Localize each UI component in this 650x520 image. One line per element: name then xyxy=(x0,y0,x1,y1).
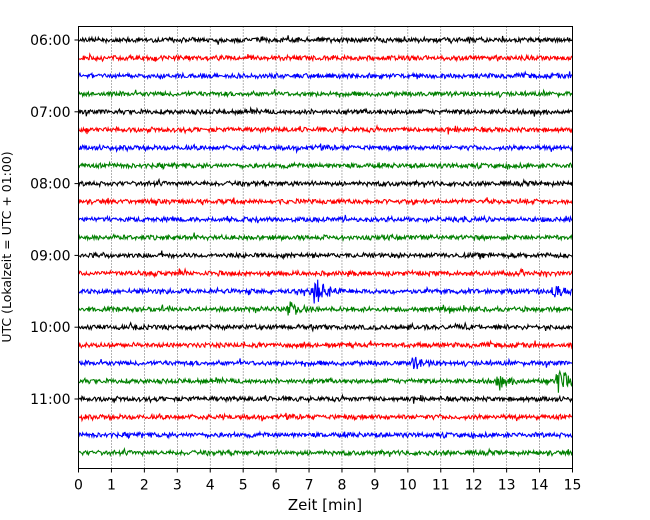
x-tick-label-13: 13 xyxy=(498,478,516,494)
trace-17 xyxy=(77,339,574,350)
x-tick-label-15: 15 xyxy=(564,478,582,494)
trace-8 xyxy=(77,177,574,189)
y-tick-label-0: 06:00 xyxy=(30,33,70,49)
y-tick-label-4: 10:00 xyxy=(30,320,70,336)
trace-11 xyxy=(77,232,573,243)
trace-15 xyxy=(77,301,573,316)
x-tick-label-3: 3 xyxy=(173,478,182,494)
x-tick-label-6: 6 xyxy=(272,478,281,494)
trace-0 xyxy=(78,35,574,45)
x-tick-label-7: 7 xyxy=(305,478,314,494)
trace-16 xyxy=(78,321,573,333)
x-grid-lines xyxy=(111,26,540,469)
x-tick-label-2: 2 xyxy=(140,478,149,494)
x-tick-label-1: 1 xyxy=(107,478,116,494)
trace-2 xyxy=(77,70,573,81)
trace-21 xyxy=(78,412,574,423)
x-tick-label-10: 10 xyxy=(399,478,417,494)
plot-frame xyxy=(78,26,573,469)
trace-5 xyxy=(77,123,573,135)
trace-3 xyxy=(77,88,574,99)
trace-10 xyxy=(78,214,573,224)
trace-12 xyxy=(78,250,573,261)
trace-4 xyxy=(78,106,574,117)
trace-14 xyxy=(77,279,573,304)
x-tick-label-11: 11 xyxy=(432,478,450,494)
y-axis-ticks: 06:00 07:00 08:00 09:00 10:00 11:00 xyxy=(30,33,79,408)
trace-19 xyxy=(78,369,574,393)
x-tick-label-9: 9 xyxy=(370,478,379,494)
y-axis-title: UTC (Lokalzeit = UTC + 01:00) xyxy=(0,151,14,342)
x-tick-label-0: 0 xyxy=(74,478,83,494)
trace-22 xyxy=(77,430,573,440)
y-tick-label-5: 11:00 xyxy=(30,392,70,408)
trace-23 xyxy=(78,447,574,458)
trace-18 xyxy=(78,356,573,370)
trace-6 xyxy=(77,143,574,155)
trace-13 xyxy=(78,267,574,279)
x-axis-title: Zeit [min] xyxy=(288,496,362,514)
seismic-traces xyxy=(77,35,574,458)
trace-9 xyxy=(78,196,573,206)
x-axis-ticks: 0 1 2 3 4 5 6 7 8 9 10 11 12 13 14 15 xyxy=(74,468,582,494)
y-tick-label-2: 08:00 xyxy=(30,177,70,193)
y-tick-label-1: 07:00 xyxy=(30,105,70,121)
x-tick-label-12: 12 xyxy=(465,478,483,494)
trace-7 xyxy=(78,160,574,171)
x-tick-label-8: 8 xyxy=(338,478,347,494)
y-tick-label-3: 09:00 xyxy=(30,248,70,264)
trace-20 xyxy=(78,393,574,404)
x-tick-label-5: 5 xyxy=(239,478,248,494)
trace-1 xyxy=(78,52,574,63)
x-tick-label-4: 4 xyxy=(206,478,215,494)
x-tick-label-14: 14 xyxy=(531,478,549,494)
